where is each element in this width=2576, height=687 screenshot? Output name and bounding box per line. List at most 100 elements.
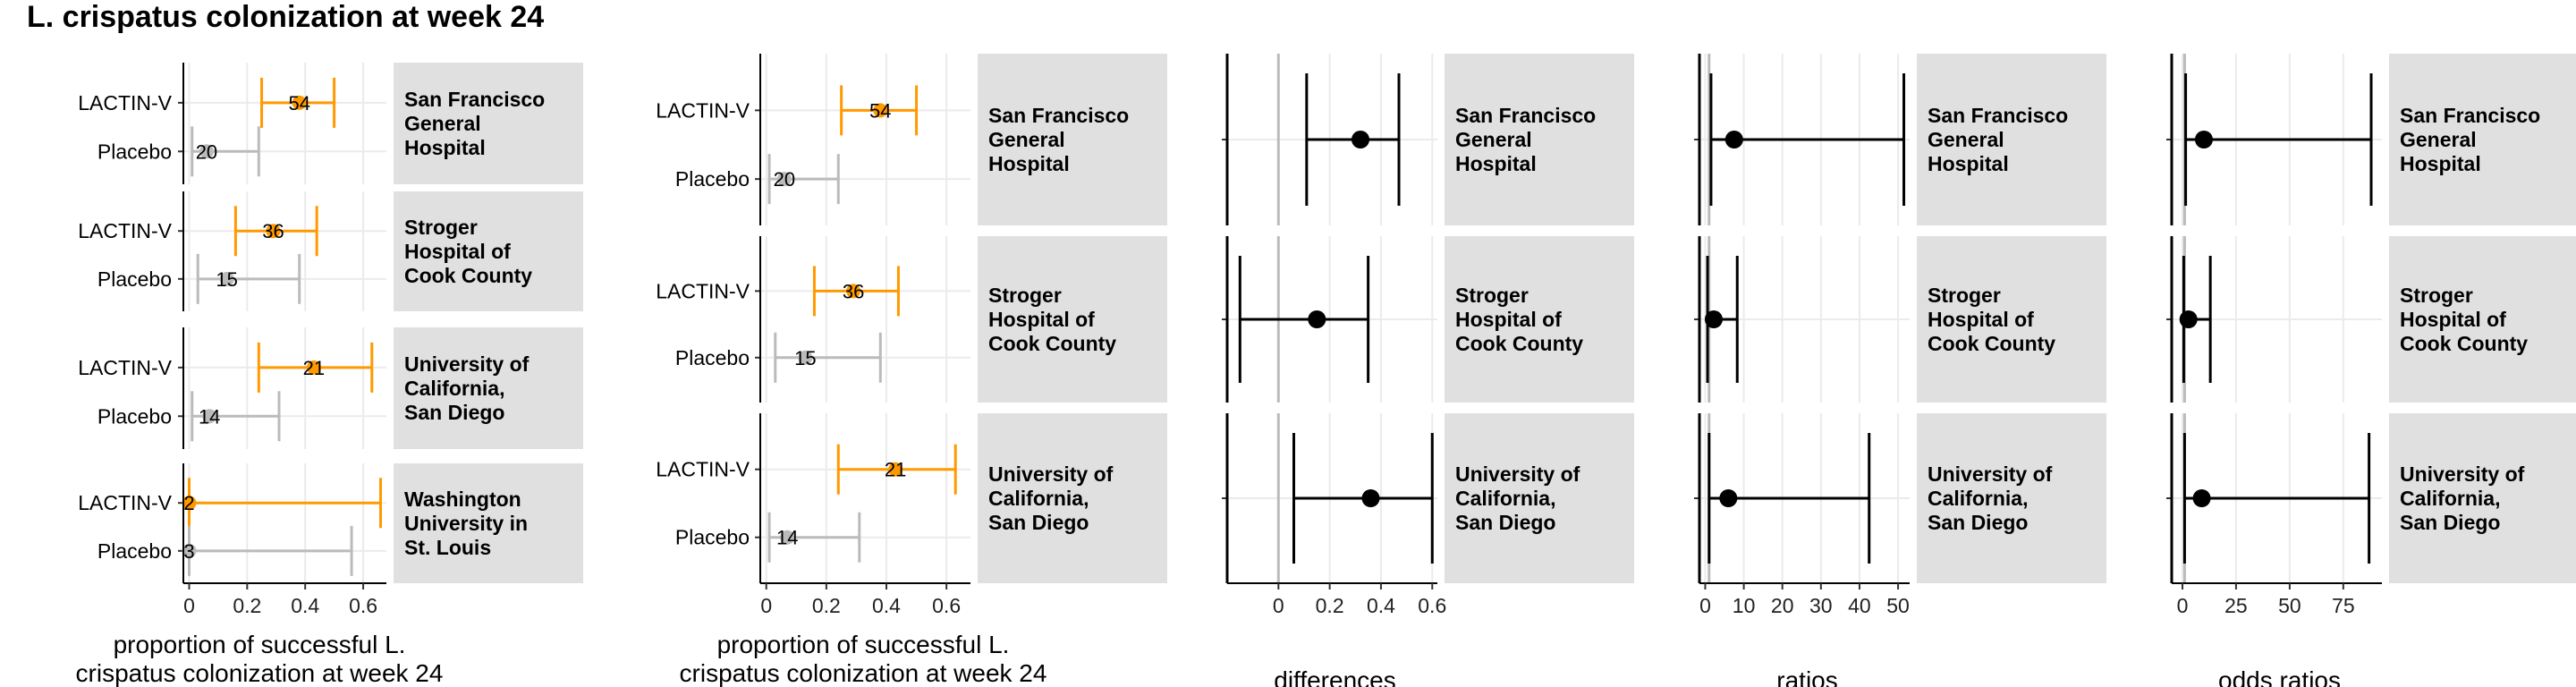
facet-background — [760, 54, 970, 225]
facet-strip-label: Hospital of — [404, 240, 511, 263]
panel-5: San FranciscoGeneralHospitalStrogerHospi… — [2166, 54, 2576, 687]
point-estimate — [266, 224, 281, 239]
arm-label: Placebo — [97, 140, 172, 163]
facet-strip-label: General — [404, 112, 481, 135]
x-tick-label: 0 — [183, 594, 195, 617]
x-axis: 0 25 50 75 odds ratios — [2172, 582, 2382, 687]
point-estimate — [1704, 310, 1723, 328]
x-tick-label: 25 — [2224, 594, 2248, 617]
facet-strip-label: General — [2400, 128, 2477, 151]
point-estimate — [846, 284, 861, 299]
sample-size-label: 14 — [199, 405, 220, 428]
facet-strip-label: Hospital of — [1928, 308, 2034, 331]
facet-strip-label: San Diego — [1928, 511, 2028, 534]
arm-label: LACTIN-V — [656, 458, 750, 481]
facet-strip-label: Cook County — [2400, 332, 2528, 355]
x-tick-label: 0.4 — [1367, 594, 1395, 617]
facet-strip — [978, 413, 1167, 583]
figure-title: L. crispatus colonization at week 24 — [27, 0, 545, 34]
x-tick-label: 0.6 — [349, 594, 377, 617]
facet-strip — [394, 327, 583, 449]
facet-strip — [394, 463, 583, 583]
x-tick-label: 0.4 — [291, 594, 319, 617]
x-tick-label: 20 — [1771, 594, 1794, 617]
facet-strip-label: General — [988, 128, 1065, 151]
facet-strip-label: General — [1928, 128, 2004, 151]
sample-size-label: 36 — [843, 280, 864, 302]
facet-strip — [1917, 413, 2106, 583]
facet-strip-label: California, — [404, 377, 504, 400]
arm-label: LACTIN-V — [656, 98, 750, 122]
sample-size-label: 15 — [794, 347, 816, 369]
facet-strip — [2389, 54, 2576, 225]
point-estimate — [780, 530, 795, 545]
facet-strip-label: California, — [2400, 487, 2500, 510]
facet-strip-label: Cook County — [404, 264, 532, 287]
arm-label: Placebo — [675, 167, 750, 191]
x-tick-label: 0.2 — [233, 594, 261, 617]
x-axis-title: differences — [1274, 666, 1395, 687]
x-axis-title: crispatus colonization at week 24 — [680, 659, 1047, 687]
facet-strip — [978, 54, 1167, 225]
point-estimate — [202, 409, 217, 424]
facet-strip-label: San Francisco — [1455, 104, 1596, 127]
x-axis-title: odds ratios — [2218, 666, 2341, 687]
facet-strip-label: Cook County — [988, 332, 1116, 355]
x-axis: 0 10 20 30 40 50 ratios — [1699, 582, 1910, 687]
sample-size-label: 36 — [262, 220, 284, 242]
arm-label: LACTIN-V — [78, 491, 172, 514]
x-tick-label: 0.2 — [1316, 594, 1344, 617]
facet-strip-label: California, — [1455, 487, 1555, 510]
x-tick-label: 0.6 — [932, 594, 961, 617]
facet-strip-label: Hospital — [1928, 152, 2009, 175]
facet-strip-label: Washington — [404, 488, 521, 511]
arm-label: LACTIN-V — [78, 91, 172, 114]
arm-label: Placebo — [97, 404, 172, 428]
facet-background — [183, 63, 386, 184]
facet-strip-label: San Francisco — [1928, 104, 2068, 127]
arm-label: LACTIN-V — [656, 279, 750, 302]
x-tick-label: 0 — [2177, 594, 2189, 617]
sample-size-label: 20 — [774, 168, 795, 191]
facet-strip-label: University in — [404, 512, 528, 535]
x-tick-label: 30 — [1809, 594, 1833, 617]
arm-label: Placebo — [97, 267, 172, 291]
facet-strip-label: Stroger — [404, 216, 478, 239]
facet-background — [760, 236, 970, 403]
facet-strip-label: Stroger — [1928, 284, 2001, 307]
arm-label: Placebo — [675, 346, 750, 369]
facet-strip-label: Stroger — [2400, 284, 2473, 307]
arm-label: Placebo — [675, 526, 750, 549]
point-estimate — [873, 103, 888, 118]
facet-strip-label: San Diego — [988, 511, 1089, 534]
facet-strip-label: General — [1455, 128, 1532, 151]
point-estimate — [798, 350, 813, 365]
facet-strip-label: San Francisco — [988, 104, 1129, 127]
point-estimate — [1724, 131, 1743, 148]
facet-strip — [394, 191, 583, 311]
x-tick-label: 0 — [760, 594, 772, 617]
facet-strip-label: University of — [404, 352, 530, 376]
point-estimate — [1719, 489, 1738, 507]
point-estimate — [199, 144, 214, 159]
x-axis-title: proportion of successful L. — [114, 631, 406, 658]
x-axis: 0 0.2 0.4 0.6 proportion of successful L.cri… — [76, 582, 444, 687]
facet-strip-label: San Diego — [1455, 511, 1555, 534]
facet-strip-label: Hospital — [404, 136, 486, 159]
x-tick-label: 0 — [1273, 594, 1284, 617]
facet-strip — [1445, 54, 1634, 225]
x-tick-label: 0.6 — [1418, 594, 1446, 617]
x-axis-title: crispatus colonization at week 24 — [76, 659, 444, 687]
facet-strip-label: Hospital of — [2400, 308, 2506, 331]
facet-strip-label: Stroger — [1455, 284, 1529, 307]
